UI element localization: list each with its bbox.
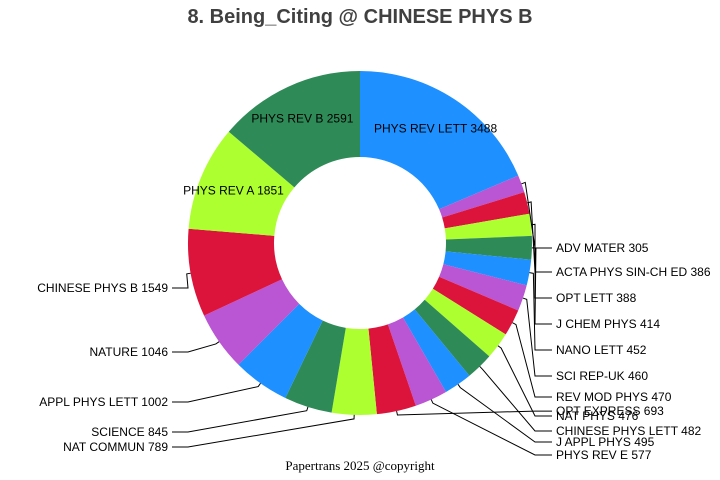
- slice-label: SCI REP-UK 460: [556, 369, 648, 383]
- slice-chinese-phys-b: [188, 228, 283, 316]
- slice-label: REV MOD PHYS 470: [556, 390, 672, 404]
- leader-line: [530, 223, 552, 299]
- slice-label: PHYS REV E 577: [556, 448, 652, 462]
- slice-chinese-phys-lett: [414, 299, 490, 376]
- slice-sci-rep-uk: [439, 264, 527, 311]
- leader-line: [497, 345, 552, 417]
- slice-opt-lett: [444, 213, 532, 240]
- leader-line: [531, 247, 552, 325]
- slice-label: OPT LETT 388: [556, 291, 637, 305]
- copyright-footer: Papertrans 2025 @copyright: [285, 458, 435, 473]
- slice-label: SCIENCE 845: [91, 425, 168, 439]
- slice-science: [285, 320, 346, 413]
- slice-label: NAT COMMUN 789: [63, 440, 168, 454]
- slice-j-appl-phys: [403, 309, 470, 392]
- slice-label: APPL PHYS LETT 1002: [39, 395, 168, 409]
- slice-label: CHINESE PHYS LETT 482: [556, 424, 701, 438]
- leader-line: [172, 341, 220, 353]
- slice-nature: [204, 279, 300, 365]
- leader-line: [172, 406, 309, 433]
- slice-appl-phys-lett: [238, 303, 323, 398]
- slice-phys-rev-e: [387, 317, 447, 406]
- slice-rev-mod-phys: [432, 276, 519, 335]
- leader-line: [172, 414, 355, 448]
- leader-line: [457, 384, 552, 443]
- slice-phys-rev-lett: [360, 71, 519, 210]
- slice-label: PHYS REV LETT 3488: [374, 122, 497, 136]
- leader-line: [396, 410, 552, 416]
- slice-label: PHYS REV A 1851: [183, 184, 284, 198]
- chart-title: 8. Being_Citing @ CHINESE PHYS B: [187, 6, 533, 28]
- slice-label: J CHEM PHYS 414: [556, 317, 660, 331]
- slice-acta-phys-sin-ch-ed: [442, 192, 530, 229]
- slice-label: NAT PHYS 476: [556, 409, 639, 423]
- leader-line: [172, 383, 261, 403]
- slice-phys-rev-b: [228, 71, 360, 188]
- slice-label: NANO LETT 452: [556, 343, 647, 357]
- slice-nano-lett: [443, 251, 532, 286]
- slice-nat-phys: [424, 288, 506, 357]
- slice-nat-commun: [331, 327, 377, 415]
- slice-label: J APPL PHYS 495: [556, 435, 655, 449]
- leader-line: [521, 181, 552, 249]
- slice-adv-mater: [439, 175, 525, 218]
- slice-phys-rev-a: [188, 131, 295, 236]
- leader-line: [479, 366, 552, 432]
- leader-line: [512, 322, 552, 398]
- leader-line: [172, 272, 191, 289]
- leader-line: [430, 399, 552, 456]
- slice-opt-express: [368, 324, 416, 415]
- slice-label: CHINESE PHYS B 1549: [37, 281, 168, 295]
- slice-label: NATURE 1046: [90, 345, 169, 359]
- slice-j-chem-phys: [445, 235, 532, 260]
- leader-line: [522, 297, 552, 377]
- leader-line: [527, 201, 552, 273]
- slice-label: ACTA PHYS SIN-CH ED 386: [556, 265, 711, 279]
- slice-label: OPT EXPRESS 693: [556, 404, 664, 418]
- leader-line: [529, 272, 552, 351]
- slice-label: ADV MATER 305: [556, 241, 649, 255]
- slice-label: PHYS REV B 2591: [251, 112, 353, 126]
